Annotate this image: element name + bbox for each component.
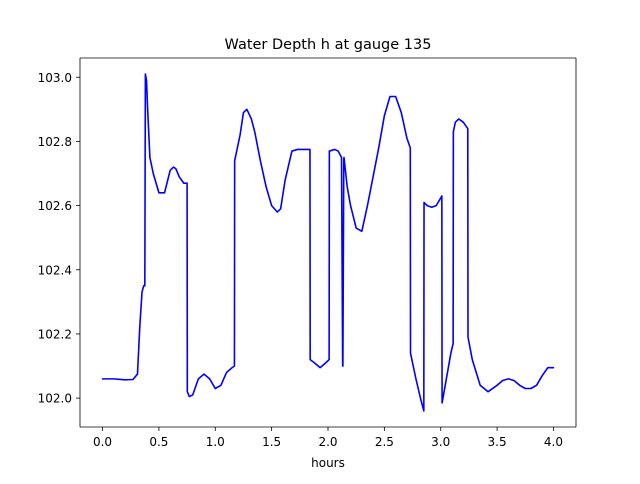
x-tick-label: 0.0 xyxy=(93,435,112,449)
x-tick-label: 1.5 xyxy=(262,435,281,449)
y-tick-label: 102.6 xyxy=(38,199,72,213)
plot-area: 0.0 0.5 1.0 1.5 2.0 2.5 3.0 3.5 4.0 102.0 102.2 102… xyxy=(38,57,577,449)
y-tick-label: 102.4 xyxy=(38,263,72,277)
x-tick-label: 4.0 xyxy=(544,435,563,449)
x-tick-label: 3.0 xyxy=(431,435,450,449)
y-tick-label: 103.0 xyxy=(38,71,72,85)
x-tick-label: 2.5 xyxy=(375,435,394,449)
x-tick-label: 0.5 xyxy=(149,435,168,449)
x-axis-label: hours xyxy=(311,456,345,470)
y-tick-label: 102.8 xyxy=(38,135,72,149)
x-tick-label: 1.0 xyxy=(206,435,225,449)
y-tick-label: 102.0 xyxy=(38,392,72,406)
y-tick-label: 102.2 xyxy=(38,327,72,341)
series-line-0 xyxy=(101,73,555,412)
x-tick-label: 2.0 xyxy=(318,435,337,449)
x-tick-label: 3.5 xyxy=(488,435,507,449)
chart-title: Water Depth h at gauge 135 xyxy=(225,37,432,53)
